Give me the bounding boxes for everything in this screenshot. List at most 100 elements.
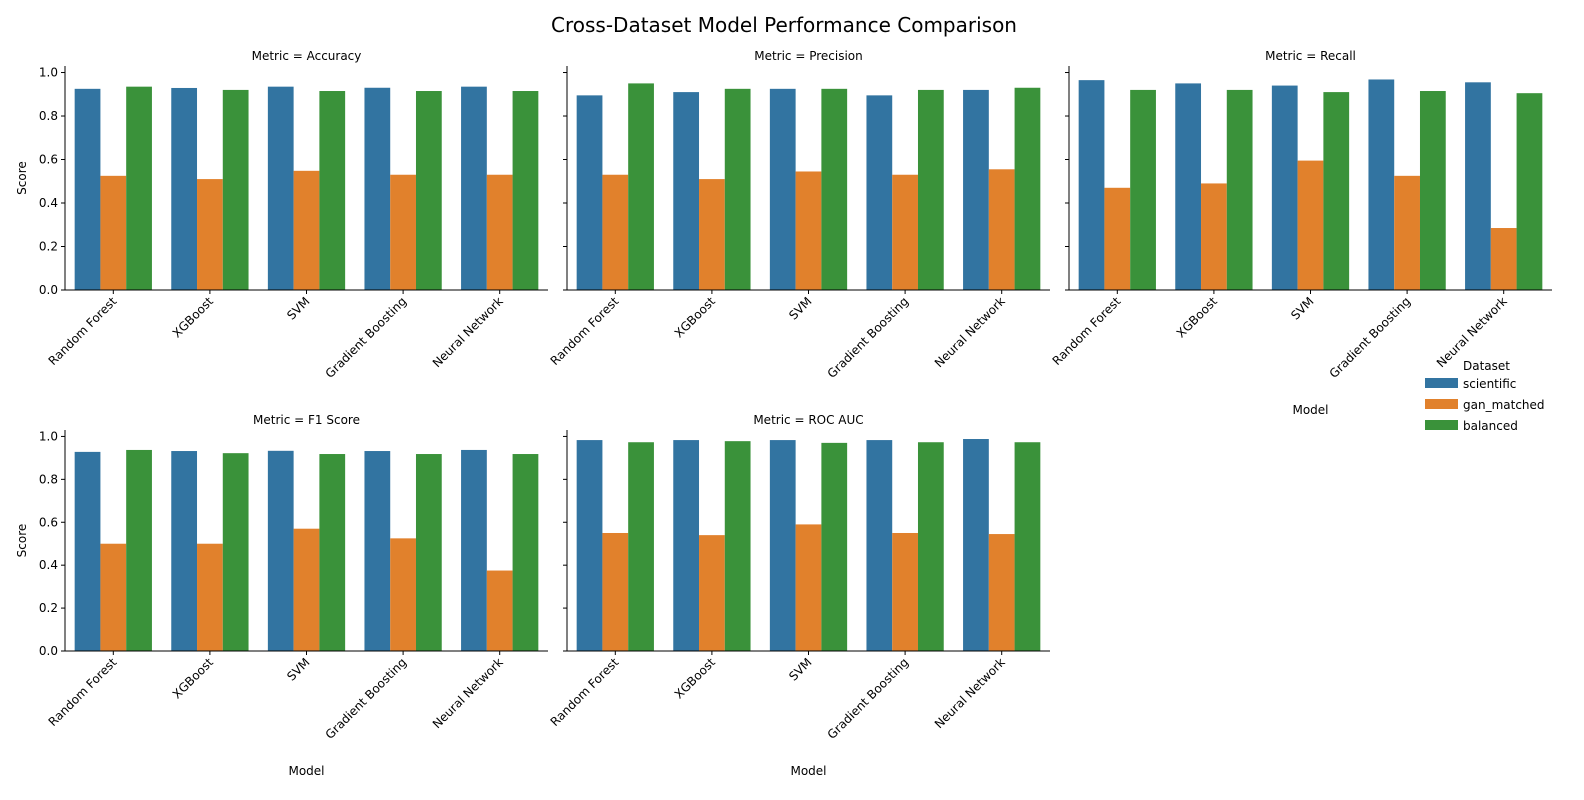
bar-scientific — [267, 450, 294, 651]
bar-gan_matched — [699, 535, 725, 651]
y-tick-label: 0.4 — [39, 558, 58, 572]
bar-balanced — [1014, 87, 1041, 290]
bar-scientific — [461, 86, 487, 290]
legend-swatch-gan_matched — [1425, 399, 1458, 409]
x-tick-label: Gradient Boosting — [825, 655, 912, 742]
y-tick-label: 0.4 — [39, 196, 58, 210]
bar-balanced — [628, 442, 654, 651]
legend-swatch-scientific — [1425, 378, 1458, 388]
bar-balanced — [222, 89, 249, 290]
x-tick-label: Neural Network — [430, 655, 506, 731]
x-tick-label: Neural Network — [932, 655, 1008, 731]
x-tick-label: XGBoost — [1174, 294, 1220, 340]
facet-title: Metric = ROC AUC — [753, 413, 863, 427]
x-tick-label: Random Forest — [548, 294, 622, 368]
y-tick-label: 0.8 — [39, 472, 58, 486]
x-tick-label: Gradient Boosting — [323, 655, 410, 742]
x-tick-label: Gradient Boosting — [1327, 294, 1414, 381]
x-axis-label: Model — [1292, 403, 1328, 417]
legend-title: Dataset — [1463, 359, 1510, 373]
bar-balanced — [724, 88, 751, 290]
facet-grid: Metric = Accuracy 0.0 0.2 0.4 0.6 0.8 1.0 Score… — [15, 49, 1552, 778]
bar-scientific — [769, 440, 796, 651]
facet-precision: Metric = Precision Random Forest XGBoost SV… — [548, 49, 1050, 381]
bar-scientific — [267, 86, 294, 290]
bar-scientific — [576, 95, 603, 290]
bar-balanced — [1130, 89, 1156, 290]
bar-gan_matched — [100, 543, 127, 651]
bar-scientific — [74, 451, 101, 651]
bar-gan_matched — [892, 174, 918, 290]
bar-balanced — [1323, 92, 1350, 290]
facet-f1-score: Metric = F1 Score 0.0 0.2 0.4 0.6 0.8 1.0 Score… — [15, 413, 548, 778]
legend: Dataset scientific gan_matched balanced — [1425, 359, 1545, 433]
bar-balanced — [512, 91, 539, 290]
bar-scientific — [673, 440, 700, 651]
facet-accuracy: Metric = Accuracy 0.0 0.2 0.4 0.6 0.8 1.0 Score… — [15, 49, 548, 381]
chart-title: Cross-Dataset Model Performance Comparis… — [551, 13, 1017, 37]
bar-scientific — [364, 451, 391, 651]
x-tick-label: Random Forest — [46, 294, 120, 368]
facet-title: Metric = F1 Score — [253, 413, 360, 427]
bar-gan_matched — [795, 524, 822, 651]
bar-gan_matched — [795, 171, 822, 290]
x-tick-label: XGBoost — [170, 294, 216, 340]
bar-scientific — [364, 87, 391, 290]
x-tick-label: Random Forest — [548, 655, 622, 729]
bar-gan_matched — [100, 175, 127, 290]
bar-balanced — [319, 454, 346, 651]
bar-gan_matched — [293, 170, 320, 290]
bar-scientific — [461, 449, 487, 651]
bar-gan_matched — [486, 570, 513, 651]
y-tick-label: 0.6 — [39, 515, 58, 529]
bar-balanced — [1419, 91, 1446, 290]
bar-scientific — [769, 88, 796, 290]
bar-scientific — [576, 440, 603, 651]
bar-balanced — [1014, 442, 1041, 651]
y-tick-label: 0.2 — [39, 601, 58, 615]
bar-balanced — [1226, 89, 1253, 290]
bar-scientific — [673, 92, 700, 290]
bar-scientific — [1271, 85, 1298, 290]
x-tick-label: SVM — [284, 294, 312, 322]
bar-gan_matched — [390, 538, 416, 651]
bar-gan_matched — [486, 174, 513, 290]
legend-swatch-balanced — [1425, 420, 1458, 430]
y-axis-label: Score — [15, 161, 29, 195]
x-tick-label: Gradient Boosting — [323, 294, 410, 381]
x-tick-label: XGBoost — [672, 294, 718, 340]
facet-title: Metric = Precision — [754, 49, 863, 63]
y-tick-label: 0.6 — [39, 153, 58, 167]
x-tick-label: Gradient Boosting — [825, 294, 912, 381]
bar-gan_matched — [602, 532, 629, 651]
bar-gan_matched — [988, 169, 1015, 290]
bar-gan_matched — [1297, 160, 1324, 290]
y-tick-label: 0.0 — [39, 283, 58, 297]
x-tick-label: SVM — [786, 655, 814, 683]
y-tick-label: 1.0 — [39, 429, 58, 443]
bar-balanced — [628, 83, 654, 291]
bar-gan_matched — [197, 543, 223, 651]
facet-roc-auc: Metric = ROC AUC Random Forest XGBoost SVM G… — [548, 413, 1050, 778]
x-tick-label: XGBoost — [170, 655, 216, 701]
bar-gan_matched — [602, 174, 629, 290]
bar-scientific — [963, 439, 989, 651]
bar-gan_matched — [293, 528, 320, 651]
bar-balanced — [415, 454, 442, 651]
bar-scientific — [866, 440, 893, 651]
y-tick-label: 1.0 — [39, 66, 58, 80]
facet-title: Metric = Recall — [1265, 49, 1356, 63]
x-axis-label: Model — [790, 764, 826, 778]
bar-gan_matched — [699, 179, 725, 290]
bar-balanced — [222, 453, 249, 651]
bar-gan_matched — [1104, 187, 1131, 290]
bar-gan_matched — [197, 179, 223, 290]
bar-gan_matched — [1394, 175, 1420, 290]
bar-gan_matched — [988, 534, 1015, 651]
legend-label-balanced: balanced — [1463, 419, 1518, 433]
bar-balanced — [821, 88, 848, 290]
bar-balanced — [512, 454, 539, 651]
x-tick-label: Neural Network — [430, 294, 506, 370]
y-tick-label: 0.2 — [39, 240, 58, 254]
